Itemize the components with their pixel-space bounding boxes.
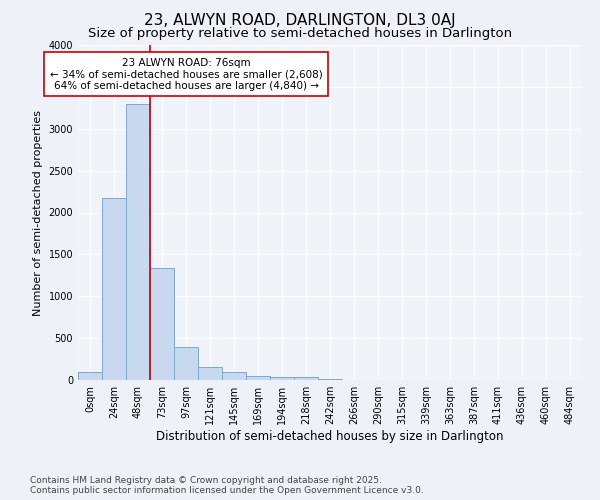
Text: Size of property relative to semi-detached houses in Darlington: Size of property relative to semi-detach… bbox=[88, 28, 512, 40]
Bar bbox=[294, 377, 318, 380]
Bar bbox=[102, 198, 126, 380]
X-axis label: Distribution of semi-detached houses by size in Darlington: Distribution of semi-detached houses by … bbox=[156, 430, 504, 443]
Bar bbox=[318, 379, 342, 380]
Text: Contains HM Land Registry data © Crown copyright and database right 2025.
Contai: Contains HM Land Registry data © Crown c… bbox=[30, 476, 424, 495]
Y-axis label: Number of semi-detached properties: Number of semi-detached properties bbox=[33, 110, 43, 316]
Bar bbox=[222, 372, 246, 380]
Bar bbox=[150, 268, 174, 380]
Bar bbox=[174, 346, 198, 380]
Bar bbox=[126, 104, 150, 380]
Text: 23 ALWYN ROAD: 76sqm
← 34% of semi-detached houses are smaller (2,608)
64% of se: 23 ALWYN ROAD: 76sqm ← 34% of semi-detac… bbox=[50, 58, 322, 91]
Bar bbox=[246, 376, 270, 380]
Text: 23, ALWYN ROAD, DARLINGTON, DL3 0AJ: 23, ALWYN ROAD, DARLINGTON, DL3 0AJ bbox=[144, 12, 456, 28]
Bar bbox=[270, 377, 294, 380]
Bar bbox=[78, 372, 102, 380]
Bar bbox=[198, 367, 222, 380]
